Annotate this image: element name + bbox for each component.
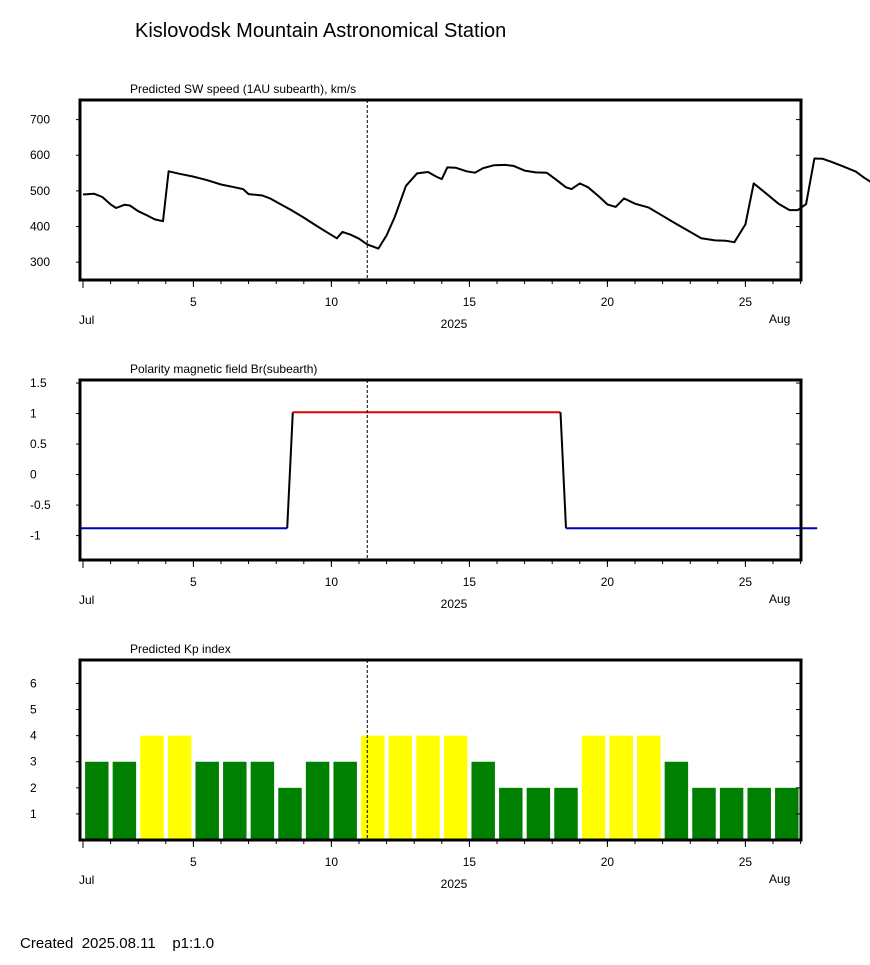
kp-index-ytick-label-3: 3: [30, 755, 37, 769]
sw-speed-xtick-label-4: 20: [601, 295, 615, 309]
kp-index-xtick-label-3: 15: [463, 855, 477, 869]
kp-bar-14: [443, 735, 468, 840]
sw-speed-xtick-label-3: 15: [463, 295, 477, 309]
sw-speed-ytick-label-2: 400: [30, 220, 50, 234]
sw-speed-xtick-label-5: 25: [739, 295, 753, 309]
polarity-ytick-label-2: 1: [30, 407, 37, 421]
sw-speed-month-start: Jul: [79, 313, 94, 327]
polarity-xtick-label-3: 15: [463, 575, 477, 589]
sw-speed-ytick-label-1: 300: [30, 255, 50, 269]
kp-bar-23: [692, 787, 716, 840]
kp-index-xtick-label-2: 10: [325, 855, 339, 869]
kp-index-frame: [78, 658, 803, 842]
kp-bar-9: [305, 761, 330, 840]
kp-bar-13: [416, 735, 440, 840]
kp-bar-11: [361, 735, 385, 840]
kp-bar-10: [333, 761, 357, 840]
sw-speed-ytick-label-4: 600: [30, 148, 50, 162]
kp-index-xtick-label-4: 20: [601, 855, 615, 869]
kp-index-ytick-label-6: 6: [30, 676, 37, 690]
polarity-xtick-label-2: 10: [325, 575, 339, 589]
kp-bar-4: [167, 735, 192, 840]
kp-bar-26: [775, 787, 799, 840]
polarity-ytick-label-6: -1: [30, 529, 41, 543]
created-footer: Created 2025.08.11 p1:1.0: [20, 935, 215, 952]
polarity-ytick-label-1: 1.5: [30, 376, 47, 390]
sw-speed-xtick-label-1: 5: [190, 295, 197, 309]
kp-index-xtick-label-1: 5: [190, 855, 197, 869]
chart-panel-2: Polarity magnetic field Br(subearth) 1.5 1…: [30, 362, 818, 611]
polarity-title: Polarity magnetic field Br(subearth): [130, 362, 317, 376]
kp-bar-19: [581, 735, 606, 840]
kp-bar-8: [278, 787, 302, 840]
sw-speed-xtick-label-2: 10: [325, 295, 339, 309]
polarity-month-end: Aug: [769, 592, 790, 606]
polarity-frame: [78, 378, 803, 562]
kp-index-xtick-label-5: 25: [739, 855, 753, 869]
kp-index-ytick-label-5: 5: [30, 703, 37, 717]
sw-speed-xlabel: 2025: [441, 317, 468, 331]
kp-bar-20: [609, 735, 633, 840]
polarity-ytick-label-5: -0.5: [30, 498, 51, 512]
kp-index-xlabel: 2025: [441, 877, 468, 891]
polarity-ytick-label-4: 0: [30, 468, 37, 482]
polarity-series-line-4: [559, 412, 567, 529]
polarity-xtick-label-1: 5: [190, 575, 197, 589]
kp-bar-21: [637, 735, 661, 840]
kp-bar-24: [719, 787, 744, 840]
kp-bar-3: [140, 735, 164, 840]
kp-bar-1: [85, 761, 109, 840]
kp-index-month-end: Aug: [769, 872, 790, 886]
polarity-ytick-label-3: 0.5: [30, 437, 47, 451]
kp-bar-2: [112, 761, 137, 840]
sw-speed-ytick-label-5: 700: [30, 113, 50, 127]
page-title: Kislovodsk Mountain Astronomical Station: [135, 20, 507, 42]
kp-bar-7: [250, 761, 275, 840]
kp-index-ytick-label-4: 4: [30, 729, 37, 743]
sw-speed-ytick-label-3: 500: [30, 184, 50, 198]
kp-bar-5: [195, 761, 219, 840]
kp-bar-15: [471, 761, 495, 840]
kp-index-month-start: Jul: [79, 873, 94, 887]
kp-bar-25: [747, 787, 771, 840]
polarity-xlabel: 2025: [441, 597, 468, 611]
kp-bar-18: [554, 787, 578, 840]
kp-bar-16: [499, 787, 523, 840]
polarity-month-start: Jul: [79, 593, 94, 607]
kp-bar-6: [223, 761, 247, 840]
kp-index-ytick-label-1: 1: [30, 807, 37, 821]
sw-speed-month-end: Aug: [769, 312, 790, 326]
polarity-series-line-2: [286, 412, 294, 529]
kp-bar-22: [664, 761, 689, 840]
sw-speed-title: Predicted SW speed (1AU subearth), km/s: [130, 82, 356, 96]
chart-panel-1: Predicted SW speed (1AU subearth), km/s 3…: [30, 82, 870, 331]
kp-index-title: Predicted Kp index: [130, 642, 231, 656]
kp-bar-12: [388, 735, 413, 840]
polarity-xtick-label-5: 25: [739, 575, 753, 589]
kp-index-ytick-label-2: 2: [30, 781, 37, 795]
polarity-xtick-label-4: 20: [601, 575, 615, 589]
sw-speed-series-line-1: [82, 157, 870, 250]
sw-speed-frame: [78, 98, 803, 282]
kp-bar-17: [526, 787, 551, 840]
